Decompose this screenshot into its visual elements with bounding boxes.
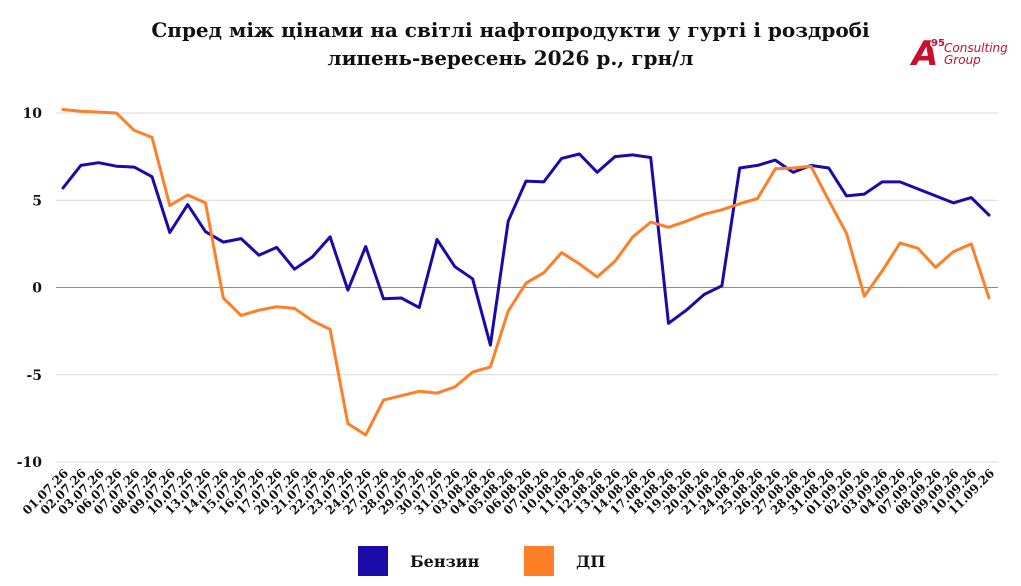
y-tick-label: 0 <box>32 281 42 297</box>
chart-title: Спред між цінами на світлі нафтопродукти… <box>0 16 1021 72</box>
company-logo: A 95 Consulting Group <box>912 36 1012 76</box>
logo-superscript: 95 <box>930 38 946 49</box>
series-line-dp <box>61 108 991 437</box>
legend-label: ДП <box>576 551 606 571</box>
y-tick-label: -5 <box>26 368 42 384</box>
legend-item: ДП <box>524 545 605 577</box>
y-tick-label: 10 <box>23 106 43 122</box>
series-line-benzin <box>61 152 991 347</box>
logo-text-line2: Group <box>944 53 981 67</box>
chart-title-line1: Спред між цінами на світлі нафтопродукти… <box>151 18 870 42</box>
logo-text-line1: Consulting <box>944 41 1008 55</box>
legend-label: Бензин <box>410 551 480 571</box>
chart-title-line2: липень-вересень 2026 р., грн/л <box>327 46 694 70</box>
chart-legend: Бензин ДП <box>0 545 1021 577</box>
logo-text: Consulting Group <box>944 42 1008 66</box>
legend-item: Бензин <box>358 545 479 577</box>
legend-swatch <box>524 546 554 576</box>
y-tick-label: -10 <box>17 455 43 471</box>
legend-swatch <box>358 546 388 576</box>
y-tick-label: 5 <box>32 193 42 209</box>
